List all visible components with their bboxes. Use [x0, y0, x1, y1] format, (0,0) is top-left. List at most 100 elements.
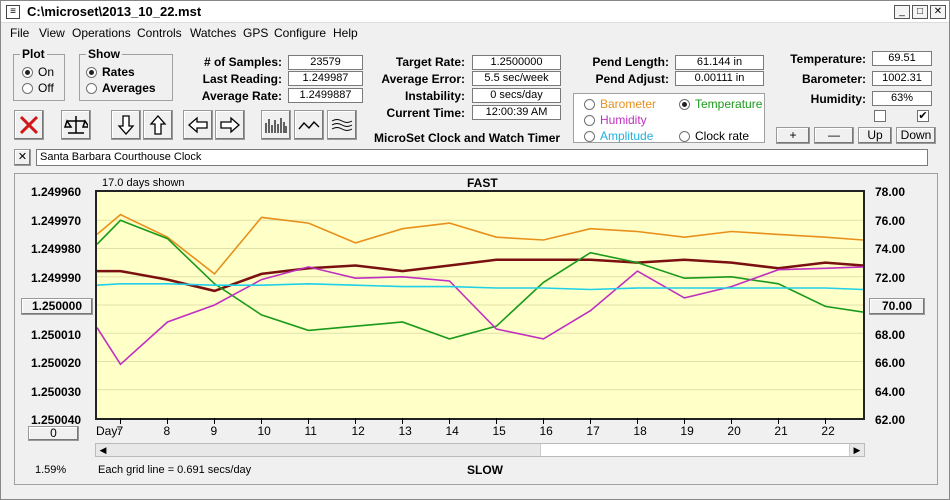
left-checkbox[interactable] [874, 110, 886, 122]
pend-adjust-field: 0.00111 in [675, 71, 764, 86]
humidity-radio[interactable]: Humidity [584, 113, 647, 127]
clear-button[interactable] [14, 110, 44, 140]
pend-length-field[interactable]: 61.144 in [675, 55, 764, 70]
days-shown-label: 17.0 days shown [102, 177, 185, 189]
wave-button[interactable] [294, 110, 324, 140]
left-tick: 1.250040 [31, 413, 82, 427]
x-tick-label: 15 [492, 424, 506, 438]
scroll-right-button[interactable] [215, 110, 245, 140]
close-button[interactable]: ✕ [930, 5, 946, 19]
plot-off-radio[interactable]: Off [22, 81, 54, 95]
show-averages-label: Averages [102, 81, 156, 95]
right-checkbox[interactable]: ✔ [917, 110, 929, 122]
x-tick-label: 7 [116, 424, 124, 438]
target-rate-field[interactable]: 1.2500000 [472, 55, 561, 70]
right-tick: 64.00 [875, 385, 906, 399]
left-axis-center-button[interactable]: 1.250000 [21, 298, 93, 315]
right-tick: 68.00 [875, 328, 906, 342]
instability-label: Instability: [404, 89, 465, 103]
menu-file[interactable]: File [10, 26, 30, 40]
menu-controls[interactable]: Controls [137, 26, 182, 40]
left-arrow-icon [188, 116, 208, 134]
percent-label: 1.59% [35, 464, 67, 476]
radio-dot-icon [22, 66, 33, 78]
radio-dot-icon [86, 66, 97, 78]
temperature-label: Temperature: [790, 52, 866, 66]
x-tick-mark [543, 418, 545, 424]
x-tick-mark [590, 418, 592, 424]
scroll-thumb[interactable] [540, 444, 850, 456]
slow-label: SLOW [467, 463, 503, 477]
humidity-option-label: Humidity [600, 113, 647, 127]
average-error-label: Average Error: [381, 72, 465, 86]
show-rates-radio[interactable]: Rates [86, 65, 135, 79]
left-tick: 1.250010 [31, 328, 82, 342]
menu-operations[interactable]: Operations [72, 26, 131, 40]
x-tick-label: 16 [539, 424, 553, 438]
x-tick-label: 11 [304, 424, 317, 438]
scale-down-button[interactable]: Down [896, 127, 936, 144]
clear-note-button[interactable]: ✕ [14, 149, 31, 166]
window-title: C:\microset\2013_10_22.mst [27, 4, 202, 19]
x-tick-label: 12 [351, 424, 365, 438]
x-tick-label: 14 [445, 424, 459, 438]
minimize-button[interactable]: _ [894, 5, 910, 19]
last-reading-field: 1.249987 [288, 71, 363, 86]
x-tick-mark [261, 418, 263, 424]
clock-rate-radio[interactable]: Clock rate [679, 129, 749, 143]
horizontal-scrollbar[interactable]: ◀ ▶ [95, 443, 865, 457]
pend-adjust-label: Pend Adjust: [595, 72, 669, 86]
x-tick-mark [449, 418, 451, 424]
series-line-amplitude [97, 282, 863, 291]
scroll-left-icon[interactable]: ◀ [99, 445, 107, 455]
menu-configure[interactable]: Configure [274, 26, 327, 40]
maximize-button[interactable]: □ [912, 5, 928, 19]
barometer-radio[interactable]: Barometer [584, 97, 656, 111]
multiwave-icon [331, 119, 353, 131]
current-time-label: Current Time: [386, 106, 465, 120]
right-tick: 62.00 [875, 413, 906, 427]
radio-dot-icon [86, 82, 97, 94]
app-subtitle: MicroSet Clock and Watch Timer [374, 131, 561, 145]
plot-off-label: Off [38, 81, 54, 95]
right-axis-center-button[interactable]: 70.00 [869, 298, 925, 315]
plot-on-radio[interactable]: On [22, 65, 54, 79]
menu-view[interactable]: View [39, 26, 65, 40]
radio-dot-icon [679, 98, 690, 110]
x-tick-label: 21 [774, 424, 788, 438]
clock-rate-option-label: Clock rate [695, 129, 750, 143]
scale-minus-button[interactable]: — [814, 127, 854, 144]
radio-dot-icon [584, 98, 595, 110]
amplitude-radio[interactable]: Amplitude [584, 129, 653, 143]
x-tick-label: 9 [210, 424, 218, 438]
multiwave-button[interactable] [327, 110, 357, 140]
down-arrow-icon [117, 115, 135, 135]
average-error-field: 5.5 sec/week [472, 71, 561, 86]
balance-button[interactable] [61, 110, 91, 140]
down-button[interactable] [111, 110, 141, 140]
menu-watches[interactable]: Watches [190, 26, 237, 40]
show-averages-radio[interactable]: Averages [86, 81, 156, 95]
temperature-radio[interactable]: Temperature [679, 97, 762, 111]
left-tick: 1.250020 [31, 356, 82, 370]
histogram-button[interactable] [261, 110, 291, 140]
right-tick: 76.00 [875, 214, 906, 228]
up-button[interactable] [143, 110, 173, 140]
menu-gps[interactable]: GPS [243, 26, 269, 40]
scroll-right-icon[interactable]: ▶ [853, 445, 861, 455]
menu-help[interactable]: Help [333, 26, 358, 40]
bottom-axis-button[interactable]: 0 [28, 426, 79, 441]
radio-dot-icon [584, 130, 595, 142]
note-input[interactable]: Santa Barbara Courthouse Clock [36, 149, 928, 166]
up-arrow-icon [149, 115, 167, 135]
x-tick-mark [778, 418, 780, 424]
scale-plus-button[interactable]: + [776, 127, 810, 144]
series-line-barometer [97, 213, 863, 276]
scale-up-button[interactable]: Up [858, 127, 892, 144]
scroll-left-button[interactable] [183, 110, 213, 140]
x-tick-mark [825, 418, 827, 424]
wave-icon [298, 120, 320, 130]
radio-dot-icon [584, 114, 595, 126]
x-icon [19, 115, 39, 135]
trace-selector [573, 93, 765, 143]
